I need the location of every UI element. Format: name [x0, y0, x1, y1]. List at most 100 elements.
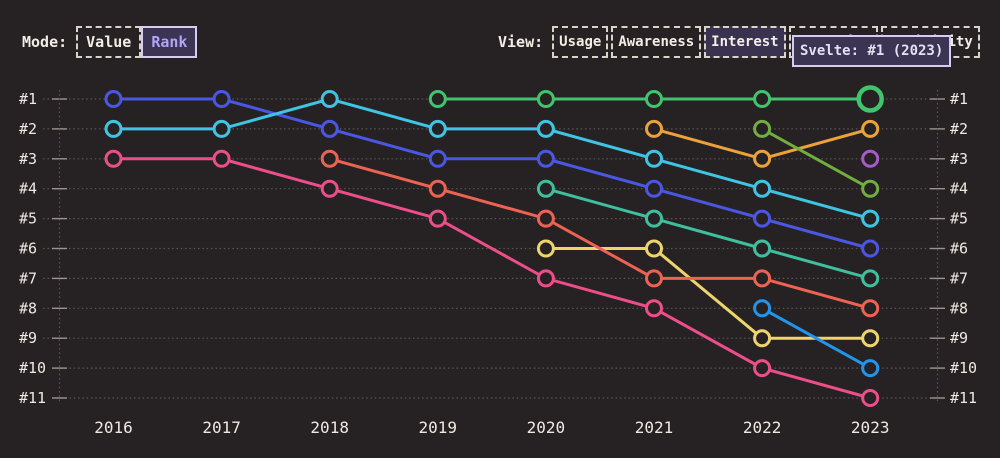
y-axis-label-left: #9	[19, 329, 37, 347]
y-axis-label-left: #2	[19, 120, 37, 138]
data-point[interactable]	[536, 149, 555, 168]
data-point[interactable]	[536, 90, 555, 108]
series-cyan	[104, 90, 880, 228]
y-axis-label-left: #4	[19, 180, 37, 198]
series-royal-blue	[104, 90, 880, 258]
mode-button-rank[interactable]: Rank	[141, 26, 198, 58]
view-label: View:	[498, 33, 544, 51]
data-point[interactable]	[861, 359, 880, 378]
x-axis-label: 2018	[310, 418, 349, 437]
data-point[interactable]	[861, 209, 880, 228]
x-axis-label: 2021	[635, 418, 674, 437]
view-button-interest[interactable]: Interest	[704, 26, 786, 58]
data-point[interactable]	[536, 239, 555, 258]
data-point[interactable]	[536, 269, 555, 288]
data-point[interactable]	[645, 239, 663, 258]
series-line	[113, 157, 871, 400]
data-point[interactable]	[861, 389, 880, 407]
x-axis-label: 2016	[94, 418, 133, 437]
data-point[interactable]	[428, 149, 447, 168]
series-line	[545, 187, 871, 280]
data-point[interactable]	[645, 269, 663, 288]
data-point[interactable]	[645, 119, 663, 138]
data-point[interactable]	[753, 179, 772, 198]
y-axis-label-left: #11	[19, 389, 46, 407]
data-point[interactable]	[753, 209, 772, 228]
data-point[interactable]	[753, 90, 772, 108]
data-point[interactable]	[212, 149, 231, 168]
series-olive-green	[753, 119, 880, 198]
data-point[interactable]	[861, 239, 880, 258]
data-point[interactable]	[753, 149, 772, 168]
series-pink	[104, 149, 880, 407]
data-point[interactable]	[104, 149, 123, 168]
y-axis-label-right: #10	[950, 359, 977, 377]
data-point[interactable]	[645, 299, 663, 318]
y-axis-label-left: #10	[19, 359, 46, 377]
data-point[interactable]	[320, 149, 339, 168]
data-point[interactable]	[645, 90, 663, 108]
data-point[interactable]	[212, 119, 231, 138]
y-axis-label-right: #1	[950, 90, 968, 108]
data-point[interactable]	[536, 119, 555, 138]
x-axis-label: 2023	[851, 418, 890, 437]
mode-toggle-group: Mode: Value Rank	[22, 26, 198, 58]
x-axis-label: 2020	[527, 418, 566, 437]
y-axis-label-right: #11	[950, 389, 977, 407]
data-point-highlighted[interactable]	[856, 85, 884, 113]
data-point[interactable]	[753, 269, 772, 288]
data-point[interactable]	[320, 90, 339, 108]
x-axis-label: 2019	[419, 418, 458, 437]
data-point[interactable]	[861, 119, 880, 138]
data-point[interactable]	[753, 359, 772, 378]
data-point[interactable]	[104, 119, 123, 138]
data-point[interactable]	[861, 299, 880, 318]
x-axis-label: 2022	[743, 418, 782, 437]
series-line	[761, 306, 871, 370]
data-point[interactable]	[428, 119, 447, 138]
data-point[interactable]	[753, 239, 772, 258]
y-axis-label-right: #3	[950, 150, 968, 168]
data-point[interactable]	[536, 209, 555, 228]
data-point[interactable]	[645, 209, 663, 228]
y-axis-label-left: #8	[19, 299, 37, 317]
series-teal	[536, 179, 880, 288]
hover-tooltip: Svelte: #1 (2023)	[792, 35, 952, 67]
data-point[interactable]	[861, 179, 880, 198]
series-amber-orange	[645, 119, 880, 168]
data-point[interactable]	[320, 179, 339, 198]
data-point[interactable]	[753, 329, 772, 348]
data-point[interactable]	[428, 179, 447, 198]
y-axis-label-right: #6	[950, 240, 968, 258]
data-point[interactable]	[104, 90, 123, 108]
view-button-usage[interactable]: Usage	[552, 26, 609, 58]
grid-and-axes: #1 #1 #2 #2 #3 #3 #4 #4 #5 #5 #6 #6 #7 #7 #8 #8 #9 #9 #10 #…	[19, 90, 977, 437]
data-point[interactable]	[536, 179, 555, 198]
series-bright-blue	[753, 299, 880, 378]
data-point[interactable]	[320, 119, 339, 138]
y-axis-label-right: #4	[950, 180, 968, 198]
y-axis-label-left: #1	[19, 90, 37, 108]
data-point[interactable]	[753, 299, 772, 318]
y-axis-label-left: #6	[19, 240, 37, 258]
series-line	[113, 97, 871, 250]
data-point[interactable]	[861, 329, 880, 348]
data-point[interactable]	[861, 269, 880, 288]
y-axis-label-right: #9	[950, 329, 968, 347]
view-button-awareness[interactable]: Awareness	[611, 26, 702, 58]
y-axis-label-right: #5	[950, 210, 968, 228]
data-point[interactable]	[645, 179, 663, 198]
mode-label: Mode:	[22, 33, 68, 51]
data-point[interactable]	[428, 90, 447, 108]
data-point[interactable]	[753, 119, 772, 138]
series-yellow	[536, 239, 880, 348]
series-line	[113, 97, 871, 221]
data-point[interactable]	[645, 149, 663, 168]
series-line	[329, 157, 871, 310]
data-point[interactable]	[212, 90, 231, 108]
data-point[interactable]	[428, 209, 447, 228]
data-point[interactable]	[861, 149, 880, 168]
y-axis-label-right: #8	[950, 299, 968, 317]
mode-button-value[interactable]: Value	[76, 26, 142, 58]
